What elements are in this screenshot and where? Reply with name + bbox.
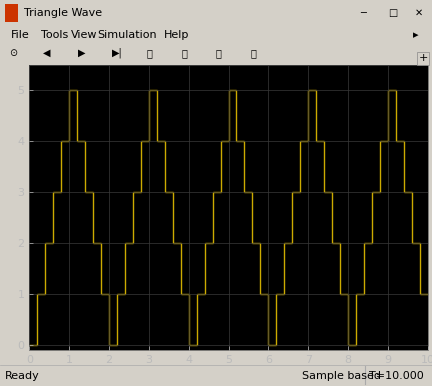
Text: File: File [11, 30, 29, 40]
Text: 🔍: 🔍 [216, 48, 222, 58]
Text: T=10.000: T=10.000 [369, 371, 424, 381]
Text: Simulation: Simulation [97, 30, 157, 40]
Text: 🔄: 🔄 [181, 48, 187, 58]
Text: Tools: Tools [41, 30, 68, 40]
Text: ⬛: ⬛ [147, 48, 153, 58]
Text: ◀: ◀ [43, 48, 51, 58]
Text: ▸: ▸ [413, 30, 419, 40]
Text: □: □ [388, 8, 398, 18]
Text: ─: ─ [360, 8, 366, 18]
Text: ✕: ✕ [415, 8, 423, 18]
Text: Help: Help [164, 30, 190, 40]
Bar [5, 4, 18, 22]
Text: ▶|: ▶| [112, 47, 123, 58]
Text: View: View [71, 30, 98, 40]
Text: ⊙: ⊙ [9, 48, 17, 58]
Text: +: + [418, 53, 428, 63]
Text: ▶: ▶ [78, 48, 85, 58]
Text: Ready: Ready [5, 371, 40, 381]
Text: Triangle Wave: Triangle Wave [24, 8, 102, 18]
Text: ⬜: ⬜ [251, 48, 257, 58]
Text: Sample based: Sample based [302, 371, 381, 381]
